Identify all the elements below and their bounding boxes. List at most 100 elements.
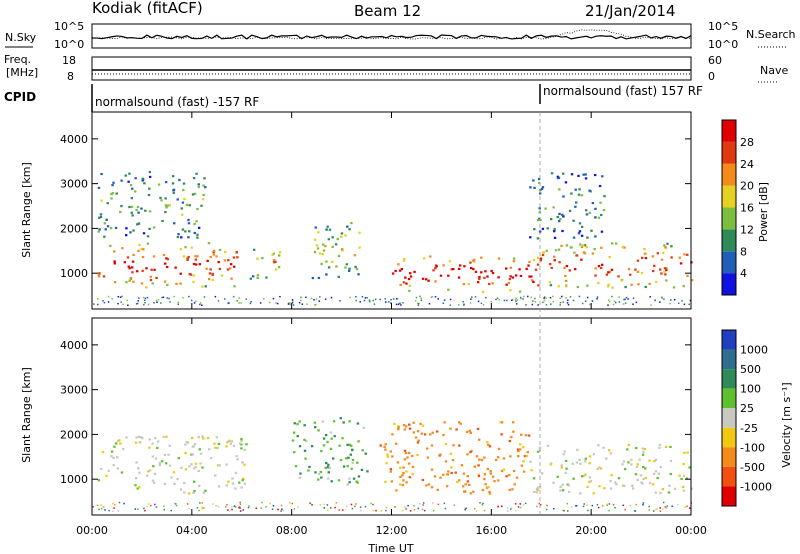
- velocity-cell: [652, 510, 655, 512]
- power-cell: [580, 258, 583, 261]
- power-cell: [148, 210, 152, 213]
- power-cell: [536, 219, 540, 222]
- power-cell: [193, 222, 196, 226]
- power-cell: [98, 228, 101, 231]
- velocity-cell: [303, 449, 307, 452]
- power-cell: [575, 201, 578, 204]
- power-cell: [496, 297, 499, 299]
- power-cell: [670, 256, 673, 259]
- velocity-cell: [630, 458, 633, 461]
- velocity-cell: [655, 508, 657, 511]
- power-cell: [149, 278, 153, 282]
- velocity-cell: [402, 479, 405, 482]
- power-cell: [400, 304, 402, 306]
- velocity-cell: [510, 435, 513, 439]
- velocity-cell: [177, 457, 181, 460]
- velocity-cell: [499, 421, 502, 424]
- power-cell: [372, 299, 374, 302]
- velocity-cell: [430, 468, 434, 471]
- velocity-cell: [399, 475, 402, 478]
- velocity-cell: [229, 442, 232, 445]
- power-cell: [201, 285, 204, 288]
- velocity-cell: [420, 432, 423, 435]
- velocity-cell: [320, 476, 323, 479]
- power-cell: [148, 227, 151, 230]
- power-cell: [530, 275, 533, 278]
- power-cell: [202, 184, 205, 187]
- power-cell: [666, 242, 669, 245]
- power-cell: [474, 270, 478, 273]
- velocity-cell: [592, 453, 596, 456]
- velocity-cell: [356, 422, 360, 425]
- velocity-cell: [488, 490, 491, 494]
- power-cell: [199, 303, 201, 306]
- velocity-cell: [512, 430, 515, 433]
- velocity-cell: [198, 448, 201, 451]
- velocity-cell: [421, 424, 425, 427]
- power-cell: [152, 255, 156, 258]
- velocity-colorbar-segment: [722, 369, 736, 389]
- power-cell: [413, 270, 416, 273]
- velocity-cell: [407, 504, 409, 507]
- velocity-cell: [335, 502, 338, 504]
- velocity-cell: [239, 503, 242, 505]
- power-cell: [140, 282, 144, 285]
- power-cell: [661, 251, 665, 255]
- velocity-cell: [199, 462, 202, 465]
- velocity-cell: [507, 510, 509, 512]
- velocity-cell: [179, 488, 183, 491]
- velocity-cell: [360, 509, 362, 512]
- power-cell: [347, 269, 351, 272]
- power-cell: [557, 248, 561, 251]
- power-cell: [637, 283, 640, 286]
- velocity-cell: [165, 435, 168, 438]
- power-cell: [324, 244, 327, 248]
- velocity-cell: [243, 463, 246, 466]
- power-cell: [429, 255, 432, 258]
- velocity-cell: [488, 445, 492, 448]
- nsky-tick-top: 10^5: [54, 20, 84, 33]
- power-cell: [384, 298, 386, 300]
- power-cell: [159, 196, 162, 199]
- velocity-cell: [681, 485, 685, 489]
- velocity-cell: [559, 489, 562, 492]
- velocity-cell: [372, 509, 374, 512]
- velocity-cell: [521, 446, 525, 449]
- power-colorbar-segment: [722, 185, 736, 208]
- velocity-cell: [642, 450, 645, 454]
- velocity-cell: [203, 507, 205, 509]
- power-cell: [349, 296, 351, 299]
- power-cell: [557, 176, 561, 179]
- power-cell: [490, 300, 493, 303]
- power-cell: [184, 246, 187, 249]
- power-cell: [272, 297, 275, 300]
- power-cell: [232, 265, 236, 268]
- velocity-cell: [217, 442, 221, 446]
- velocity-cell: [307, 469, 310, 472]
- velocity-cell: [191, 436, 194, 440]
- velocity-cell: [100, 467, 103, 471]
- velocity-cell: [326, 440, 329, 444]
- power-cell: [197, 226, 201, 229]
- velocity-cell: [226, 504, 228, 506]
- velocity-cell: [397, 428, 400, 431]
- power-cell: [519, 297, 522, 300]
- velocity-cell: [319, 470, 323, 474]
- velocity-cell: [500, 469, 504, 473]
- velocity-cell: [536, 488, 539, 492]
- velocity-cell: [183, 491, 186, 494]
- power-cell: [665, 279, 668, 282]
- velocity-cell: [216, 464, 220, 467]
- velocity-cell: [322, 437, 326, 440]
- velocity-cell: [234, 487, 237, 490]
- power-cell: [409, 275, 413, 278]
- power-cell: [128, 172, 131, 175]
- power-cell: [408, 289, 411, 292]
- velocity-cell: [184, 468, 188, 471]
- power-cell: [287, 302, 290, 304]
- power-cell: [109, 244, 112, 247]
- velocity-cell: [586, 504, 588, 506]
- velocity-cell: [584, 460, 587, 463]
- power-cell: [238, 297, 240, 299]
- power-cell: [348, 228, 351, 231]
